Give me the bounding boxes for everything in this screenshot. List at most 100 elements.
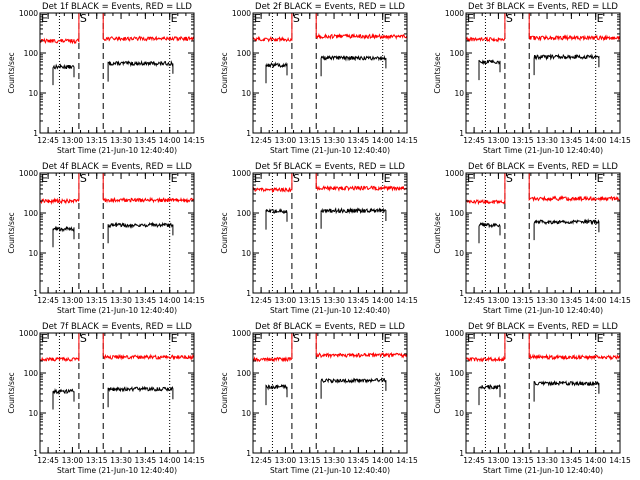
- x-axis-label: Start Time (21-Jun-10 12:40:40): [483, 146, 603, 155]
- x-tick-label: 13:00: [62, 296, 84, 305]
- marker-label: E: [171, 332, 178, 345]
- y-tick-label: 1000: [232, 329, 251, 338]
- y-tick-label: 100: [450, 209, 465, 218]
- events-series-line: [52, 388, 75, 410]
- events-series-line: [107, 385, 174, 408]
- y-tick-label: 100: [24, 369, 39, 378]
- marker-label: E: [254, 332, 261, 345]
- events-series-line: [533, 380, 600, 402]
- y-tick-label: 1000: [19, 329, 38, 338]
- marker-label: E: [171, 172, 178, 185]
- x-axis-label: Start Time (21-Jun-10 12:40:40): [57, 146, 177, 155]
- plot-frame: [465, 12, 621, 134]
- events-series-line: [265, 208, 288, 230]
- x-axis-label: Start Time (21-Jun-10 12:40:40): [270, 146, 390, 155]
- x-tick-label: 13:45: [135, 296, 157, 305]
- plot-frame: [39, 12, 195, 134]
- x-axis-label: Start Time (21-Jun-10 12:40:40): [483, 466, 603, 475]
- lld-series-line: [315, 333, 407, 360]
- x-tick-label: 14:15: [396, 136, 418, 145]
- events-series-line: [533, 218, 600, 241]
- y-tick-label: 10: [241, 249, 251, 258]
- marker-label: E: [597, 332, 604, 345]
- x-tick-label: 13:15: [86, 456, 108, 465]
- x-tick-label: 12:45: [463, 296, 485, 305]
- events-series-line: [52, 225, 75, 248]
- x-tick-label: 13:30: [323, 296, 345, 305]
- x-tick-label: 14:15: [609, 296, 631, 305]
- events-series-line: [320, 207, 387, 229]
- chart-title: Det 6f BLACK = Events, RED = LLD: [468, 162, 618, 172]
- events-series-line: [320, 54, 387, 77]
- y-tick-label: 1: [246, 129, 251, 138]
- x-tick-label: 13:00: [275, 136, 297, 145]
- y-tick-label: 10: [28, 249, 38, 258]
- events-series-line: [478, 383, 501, 406]
- events-series-line: [107, 59, 174, 82]
- x-tick-label: 12:45: [250, 456, 272, 465]
- x-tick-label: 13:30: [536, 296, 558, 305]
- x-tick-label: 13:30: [110, 296, 132, 305]
- plot-frame: [252, 12, 408, 134]
- lld-series-line: [102, 173, 194, 204]
- x-tick-label: 14:00: [372, 456, 394, 465]
- chart-title: Det 1f BLACK = Events, RED = LLD: [42, 2, 192, 12]
- x-tick-label: 12:45: [37, 456, 59, 465]
- y-axis-label: Counts/sec: [7, 212, 16, 253]
- marker-label: E: [384, 12, 391, 25]
- y-tick-label: 10: [454, 89, 464, 98]
- x-axis-label: Start Time (21-Jun-10 12:40:40): [57, 466, 177, 475]
- x-tick-label: 14:00: [372, 136, 394, 145]
- x-tick-label: 14:15: [396, 456, 418, 465]
- y-tick-label: 1000: [19, 9, 38, 18]
- chart-title: Det 5f BLACK = Events, RED = LLD: [255, 162, 405, 172]
- y-axis-label: Counts/sec: [7, 52, 16, 93]
- x-tick-label: 12:45: [37, 136, 59, 145]
- lld-series-line: [528, 173, 620, 203]
- x-tick-label: 14:15: [396, 296, 418, 305]
- lld-series-line: [466, 333, 506, 363]
- y-axis-label: Counts/sec: [220, 52, 229, 93]
- y-tick-label: 1: [459, 449, 464, 458]
- events-series-line: [478, 58, 501, 81]
- y-tick-label: 100: [450, 369, 465, 378]
- y-tick-label: 10: [28, 409, 38, 418]
- x-tick-label: 12:45: [463, 136, 485, 145]
- marker-label: E: [467, 332, 474, 345]
- x-tick-label: 12:45: [463, 456, 485, 465]
- plot-frame: [465, 172, 621, 294]
- y-axis-label: Counts/sec: [433, 52, 442, 93]
- y-tick-label: 1000: [19, 169, 38, 178]
- marker-label: E: [171, 12, 178, 25]
- x-tick-label: 14:00: [159, 136, 181, 145]
- chart-title: Det 8f BLACK = Events, RED = LLD: [255, 322, 405, 332]
- y-tick-label: 100: [450, 49, 465, 58]
- lld-series-line: [466, 173, 506, 206]
- chart-title: Det 3f BLACK = Events, RED = LLD: [468, 2, 618, 12]
- lld-series-line: [528, 13, 620, 42]
- x-tick-label: 14:00: [372, 296, 394, 305]
- marker-label: E: [597, 172, 604, 185]
- x-tick-label: 14:00: [159, 296, 181, 305]
- lld-series-line: [315, 13, 407, 41]
- y-axis-label: Counts/sec: [433, 372, 442, 413]
- y-tick-label: 100: [237, 369, 252, 378]
- y-tick-label: 1: [33, 129, 38, 138]
- x-axis-label: Start Time (21-Jun-10 12:40:40): [270, 306, 390, 315]
- lld-series-line: [253, 333, 293, 363]
- x-tick-label: 13:15: [299, 136, 321, 145]
- y-tick-label: 1: [459, 129, 464, 138]
- x-tick-label: 13:30: [536, 136, 558, 145]
- chart-title: Det 2f BLACK = Events, RED = LLD: [255, 2, 405, 12]
- x-tick-label: 13:30: [110, 456, 132, 465]
- x-tick-label: 14:15: [609, 456, 631, 465]
- marker-label: S: [293, 12, 300, 25]
- lld-series-line: [40, 13, 80, 45]
- y-tick-label: 1: [33, 449, 38, 458]
- x-tick-label: 14:15: [183, 456, 205, 465]
- x-tick-label: 13:30: [110, 136, 132, 145]
- y-tick-label: 1: [246, 449, 251, 458]
